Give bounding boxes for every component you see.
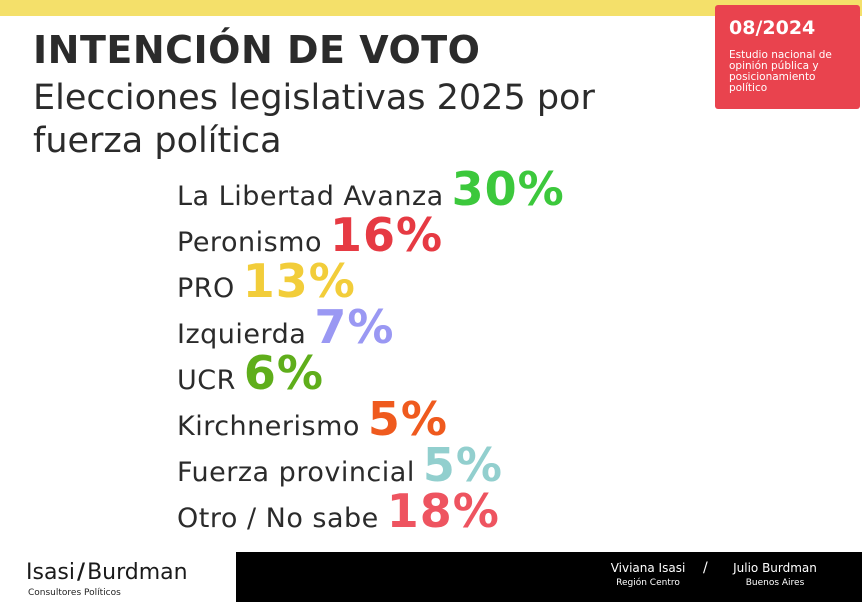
brand-logo: Isasi/Burdman	[26, 560, 188, 585]
party-label: Otro / No sabe	[177, 503, 379, 534]
logo-left: Isasi	[26, 560, 76, 585]
party-label: Kirchnerismo	[177, 411, 360, 442]
credit-person: Viviana Isasi Región Centro	[598, 561, 698, 588]
badge-date: 08/2024	[729, 17, 816, 39]
footer-credits-bar: Viviana Isasi Región Centro / Julio Burd…	[236, 552, 862, 602]
logo-subtitle: Consultores Políticos	[28, 588, 121, 598]
logo-slash: /	[77, 560, 86, 585]
badge-description: Estudio nacional de opinión pública y po…	[729, 49, 832, 94]
party-label: Peronismo	[177, 227, 322, 258]
study-badge: 08/2024 Estudio nacional de opinión públ…	[715, 5, 860, 109]
percentage-label: 30%	[451, 162, 565, 216]
percentage-label: 5%	[367, 392, 448, 446]
vote-row: Izquierda 7%	[177, 304, 565, 350]
chart-title: INTENCIÓN DE VOTO	[33, 28, 481, 72]
percentage-label: 7%	[314, 300, 395, 354]
top-accent-bar	[0, 0, 862, 16]
vote-row: UCR 6%	[177, 350, 565, 396]
credit-region: Región Centro	[616, 578, 680, 588]
chart-subtitle: Elecciones legislativas 2025 por fuerza …	[33, 78, 595, 161]
credit-region: Buenos Aires	[745, 578, 805, 588]
percentage-label: 6%	[243, 346, 324, 400]
party-label: Fuerza provincial	[177, 457, 415, 488]
credit-name: Viviana Isasi	[610, 561, 686, 575]
party-label: Izquierda	[177, 319, 307, 350]
footer: Isasi/Burdman Consultores Políticos Vivi…	[0, 552, 862, 614]
party-label: PRO	[177, 273, 235, 304]
party-label: La Libertad Avanza	[177, 181, 444, 212]
credit-separator: /	[703, 560, 708, 576]
vote-row: PRO 13%	[177, 258, 565, 304]
percentage-label: 18%	[386, 484, 500, 538]
percentage-label: 16%	[329, 208, 444, 262]
credit-person: Julio Burdman Buenos Aires	[720, 561, 830, 588]
percentage-label: 5%	[422, 438, 503, 492]
vote-row: La Libertad Avanza 30%	[177, 166, 565, 212]
logo-right: Burdman	[87, 560, 188, 585]
vote-intention-list: La Libertad Avanza 30% Peronismo 16% PRO 13% I…	[177, 166, 565, 534]
party-label: UCR	[177, 365, 236, 396]
vote-row: Fuerza provincial 5%	[177, 442, 565, 488]
vote-row: Peronismo 16%	[177, 212, 565, 258]
vote-row: Kirchnerismo 5%	[177, 396, 565, 442]
vote-row: Otro / No sabe 18%	[177, 488, 565, 534]
credit-name: Julio Burdman	[733, 561, 817, 575]
percentage-label: 13%	[242, 254, 356, 308]
